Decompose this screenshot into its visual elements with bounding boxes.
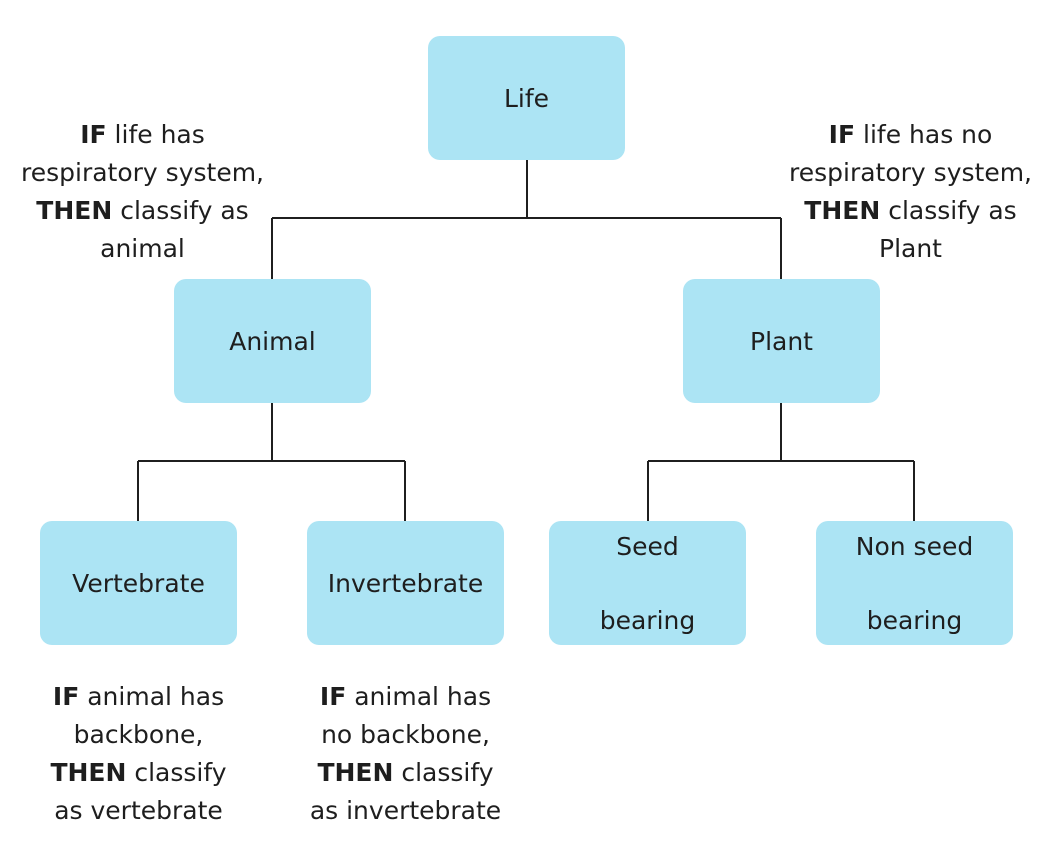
rule-vertebrate-line-4: as vertebrate: [54, 796, 223, 825]
rule-animal-line-2: respiratory system,: [21, 158, 264, 187]
node-vertebrate: Vertebrate: [40, 521, 237, 645]
rule-animal-line-4: animal: [100, 234, 185, 263]
node-plant: Plant: [683, 279, 880, 403]
node-seed-bearing-line-1: Seed: [616, 531, 679, 561]
rule-vertebrate-line-3: THEN classify: [10, 754, 267, 792]
rule-plant-line-1: IF life has no: [768, 116, 1053, 154]
rule-plant-line-4: Plant: [879, 234, 942, 263]
rule-keyword-if: IF: [319, 682, 347, 711]
node-non-seed-bearing-line-2: bearing: [866, 605, 963, 635]
rule-keyword-then: THEN: [317, 758, 394, 787]
node-seed-bearing-line-2: bearing: [599, 605, 696, 635]
node-seed-bearing-label: Seed bearing: [600, 491, 696, 676]
rule-vertebrate-line-1: IF animal has: [10, 678, 267, 716]
rule-animal: IF life has respiratory system, THEN cla…: [0, 116, 285, 268]
rule-plant-line-3: THEN classify as: [768, 192, 1053, 230]
node-plant-label: Plant: [750, 326, 813, 356]
rule-invertebrate-line-2: no backbone,: [321, 720, 490, 749]
node-non-seed-bearing: Non seed bearing: [816, 521, 1013, 645]
node-animal-label: Animal: [229, 326, 316, 356]
node-non-seed-bearing-line-1: Non seed: [855, 531, 974, 561]
node-vertebrate-label: Vertebrate: [72, 568, 205, 598]
rule-keyword-then: THEN: [50, 758, 127, 787]
rule-keyword-then: THEN: [36, 196, 113, 225]
node-animal: Animal: [174, 279, 371, 403]
rule-text: classify: [126, 758, 227, 787]
rule-invertebrate: IF animal has no backbone, THEN classify…: [277, 678, 534, 830]
rule-animal-line-3: THEN classify as: [0, 192, 285, 230]
node-life-label: Life: [503, 83, 550, 113]
rule-text: classify: [393, 758, 494, 787]
rule-vertebrate: IF animal has backbone, THEN classify as…: [10, 678, 267, 830]
rule-text: classify as: [112, 196, 249, 225]
rule-text: life has no: [855, 120, 993, 149]
rule-animal-line-1: IF life has: [0, 116, 285, 154]
rule-text: animal has: [79, 682, 225, 711]
rule-vertebrate-line-2: backbone,: [73, 720, 204, 749]
rule-keyword-if: IF: [52, 682, 80, 711]
rule-text: animal has: [346, 682, 492, 711]
node-invertebrate-label: Invertebrate: [327, 568, 484, 598]
node-invertebrate: Invertebrate: [307, 521, 504, 645]
rule-invertebrate-line-3: THEN classify: [277, 754, 534, 792]
rule-keyword-if: IF: [80, 120, 107, 149]
rule-keyword-if: IF: [828, 120, 856, 149]
rule-text: life has: [106, 120, 205, 149]
rule-plant-line-2: respiratory system,: [789, 158, 1032, 187]
rule-plant: IF life has no respiratory system, THEN …: [768, 116, 1053, 268]
rule-text: classify as: [880, 196, 1017, 225]
rule-keyword-then: THEN: [804, 196, 881, 225]
rule-invertebrate-line-1: IF animal has: [277, 678, 534, 716]
node-life: Life: [428, 36, 625, 160]
rule-invertebrate-line-4: as invertebrate: [309, 796, 502, 825]
node-non-seed-bearing-label: Non seed bearing: [856, 491, 973, 676]
node-seed-bearing: Seed bearing: [549, 521, 746, 645]
